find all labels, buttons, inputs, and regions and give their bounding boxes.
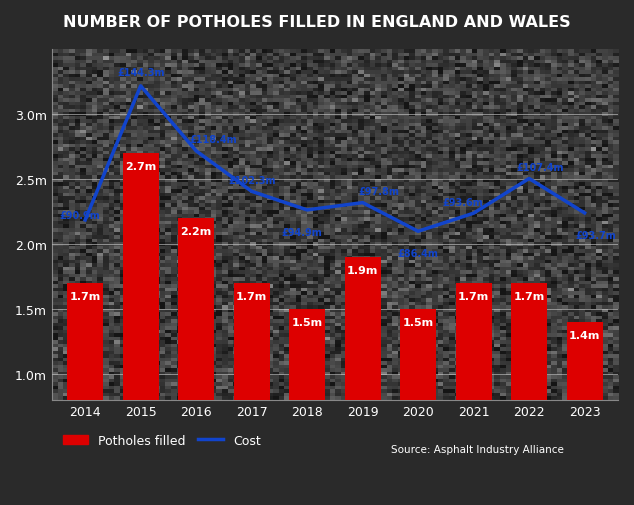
Text: £107.4m: £107.4m	[517, 163, 564, 173]
Text: 2.7m: 2.7m	[125, 162, 156, 172]
Bar	[233, 284, 269, 504]
Text: £97.8m: £97.8m	[359, 187, 399, 197]
Text: £118.4m: £118.4m	[189, 135, 236, 145]
Text: 1.5m: 1.5m	[292, 317, 323, 327]
Text: 2.2m: 2.2m	[181, 227, 212, 236]
Bar	[289, 310, 325, 504]
Text: 1.7m: 1.7m	[514, 291, 545, 301]
Text: 1.7m: 1.7m	[236, 291, 268, 301]
Legend: Potholes filled, Cost: Potholes filled, Cost	[58, 429, 266, 452]
Text: £94.9m: £94.9m	[281, 227, 322, 237]
Text: 1.7m: 1.7m	[458, 291, 489, 301]
Bar	[456, 284, 491, 504]
Text: £102.3m: £102.3m	[228, 175, 275, 185]
Text: £90.9m: £90.9m	[59, 211, 100, 221]
Text: £86.4m: £86.4m	[398, 248, 439, 259]
Bar	[67, 284, 103, 504]
Text: NUMBER OF POTHOLES FILLED IN ENGLAND AND WALES: NUMBER OF POTHOLES FILLED IN ENGLAND AND…	[63, 15, 571, 30]
Bar	[567, 323, 603, 504]
Text: Source: Asphalt Industry Alliance: Source: Asphalt Industry Alliance	[391, 444, 564, 454]
Text: £93.7m: £93.7m	[575, 230, 616, 240]
Bar	[400, 310, 436, 504]
Text: 1.9m: 1.9m	[347, 266, 378, 275]
Text: 1.5m: 1.5m	[403, 317, 434, 327]
Bar	[345, 258, 380, 504]
Text: £93.6m: £93.6m	[442, 197, 483, 207]
Text: 1.7m: 1.7m	[70, 291, 101, 301]
Text: 1.4m: 1.4m	[569, 330, 600, 340]
Bar	[511, 284, 547, 504]
Bar	[178, 219, 214, 504]
Text: £144.3m: £144.3m	[117, 68, 164, 78]
Bar	[122, 154, 158, 504]
